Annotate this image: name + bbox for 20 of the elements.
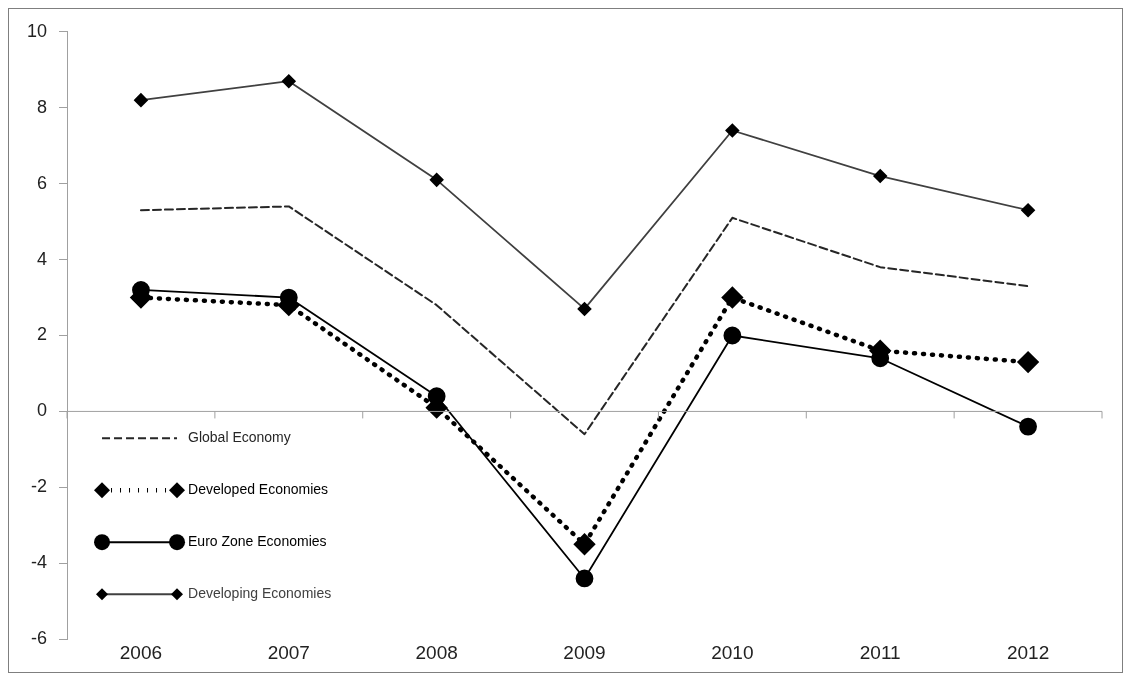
legend-label: Euro Zone Economies xyxy=(188,533,327,550)
x-tick-label: 2010 xyxy=(711,641,754,663)
y-tick-label: 10 xyxy=(26,20,48,41)
x-tick-label: 2008 xyxy=(415,641,458,663)
y-tick-label: 8 xyxy=(37,96,48,117)
y-tick-label: -4 xyxy=(31,552,48,573)
y-tick-label: 6 xyxy=(37,172,48,193)
y-tick-label: -2 xyxy=(31,476,48,497)
y-tick-label: 2 xyxy=(37,324,48,345)
legend-label: Developed Economies xyxy=(188,481,329,498)
y-tick-label: 0 xyxy=(37,400,48,421)
text: Global Economy xyxy=(188,429,291,446)
legend-label: Developing Economies xyxy=(188,585,332,602)
x-tick-label: 2006 xyxy=(119,641,163,663)
x-tick-label: 2009 xyxy=(563,641,606,663)
x-tick-label: 2011 xyxy=(859,641,901,663)
x-tick-label: 2007 xyxy=(267,641,310,663)
y-tick-label: -6 xyxy=(31,628,48,649)
x-tick-label: 2012 xyxy=(1006,641,1050,663)
y-tick-label: 4 xyxy=(37,248,48,269)
